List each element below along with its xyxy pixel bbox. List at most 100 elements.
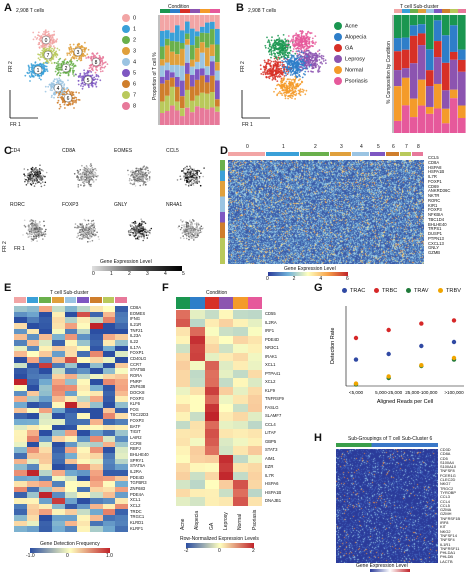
stacked-segment <box>195 79 200 96</box>
heatmap-cell <box>90 447 103 453</box>
heatmap-cell <box>52 475 65 482</box>
stacked-segment <box>175 54 180 65</box>
heatmap-cell <box>115 486 128 493</box>
colorbar-tick: 1 <box>110 271 113 277</box>
heatmap-cell <box>247 386 262 396</box>
gene-label: STAT3 <box>265 447 278 453</box>
heatmap-cell <box>26 362 40 369</box>
heatmap-cell <box>115 373 128 380</box>
heatmap-cell <box>52 503 65 510</box>
heatmap-cell <box>90 317 103 323</box>
heatmap-cell <box>90 356 103 363</box>
heatmap-cell <box>90 385 103 391</box>
heatmap-cell <box>190 378 205 387</box>
stacked-segment <box>450 51 458 60</box>
heatmap-cell <box>233 327 248 336</box>
heatmap-cell <box>52 492 65 499</box>
gene-label: TNFSF14 <box>440 532 457 538</box>
heatmap-cell <box>39 311 52 318</box>
svg-text:5: 5 <box>87 78 90 84</box>
heatmap-cell <box>90 413 103 419</box>
heatmap-cell <box>39 424 52 431</box>
stacked-segment <box>210 75 215 93</box>
gene-label: TYROBP <box>440 489 456 495</box>
heatmap-cell <box>115 481 128 487</box>
heatmap-cell <box>218 446 234 455</box>
heatmap-cell <box>190 429 205 438</box>
heatmap-cell <box>190 480 205 489</box>
heatmap-cell <box>247 429 262 438</box>
gene-label: NFKBIA <box>428 212 444 217</box>
heatmap-cell <box>204 480 219 489</box>
heatmap-cell <box>115 413 128 419</box>
feature-plot-cd4: CD4 <box>10 148 60 198</box>
heatmap-cell <box>115 322 128 329</box>
heatmap-cell <box>52 469 65 476</box>
panel-f-gene-list: CD55 IL2RA IRF1 PDE4D NR3C1 IRAK1 XCL1 PTPA41 XC… <box>265 310 309 506</box>
heatmap-cell <box>64 486 78 493</box>
heatmap-cell <box>204 327 219 336</box>
condition-header-cell <box>185 9 190 13</box>
cluster-header-cell <box>450 9 458 13</box>
heatmap-cell <box>102 469 116 476</box>
heatmap-cell <box>14 402 27 408</box>
point-trac <box>353 357 359 362</box>
heatmap-cell <box>247 378 262 387</box>
gene-label: FOXP3 <box>130 418 144 424</box>
heatmap-cell <box>77 458 90 465</box>
heatmap-cell <box>39 481 52 487</box>
heatmap-cell <box>218 352 234 362</box>
cluster-header-cell <box>402 9 410 13</box>
heatmap-cell <box>204 378 219 387</box>
cluster-swatch <box>122 47 130 55</box>
heatmap-cell <box>115 334 128 340</box>
heatmap-cell <box>115 345 128 352</box>
condition-swatch <box>334 44 342 52</box>
heatmap-cell <box>115 435 128 442</box>
condition-header-cell <box>176 297 191 309</box>
heatmap-cell <box>176 480 191 489</box>
heatmap-cell <box>204 429 219 438</box>
x-tick-label: <5,000 <box>349 390 364 395</box>
gene-label: IL21R <box>130 321 142 327</box>
stacked-segment <box>402 15 410 38</box>
gene-label: IRF8 <box>440 520 449 526</box>
heatmap-cell <box>14 475 27 482</box>
cluster-badge <box>91 57 101 67</box>
cluster-header-cell <box>64 297 77 303</box>
heatmap-cell <box>115 368 128 374</box>
panel-a-bar-title: Condition <box>168 4 190 10</box>
heatmap-cell <box>39 390 52 397</box>
stacked-segment <box>434 57 442 84</box>
cluster-badge <box>33 65 43 75</box>
condition-legend-item: Psoriasis <box>334 77 384 88</box>
heatmap-cell <box>64 492 78 499</box>
stacked-segment <box>180 80 185 97</box>
stacked-segment <box>205 47 210 67</box>
heatmap-cell <box>26 452 40 459</box>
cluster-header-cell <box>418 9 426 13</box>
heatmap-cell <box>26 441 40 448</box>
cluster-label: 5 <box>377 144 380 150</box>
gene-label: DUSP1 <box>428 231 442 236</box>
panel-a-stacked-bars <box>158 9 220 125</box>
point-trbc <box>419 321 424 326</box>
heatmap-cell <box>39 356 52 363</box>
stacked-segment <box>160 65 165 77</box>
stacked-segment <box>180 108 185 117</box>
gene-label: NKTR <box>428 193 440 198</box>
heatmap-cell <box>90 469 103 476</box>
cluster-badge <box>63 93 73 103</box>
stacked-segment <box>402 105 410 133</box>
cluster-badge <box>43 50 53 60</box>
stacked-segment <box>175 101 180 111</box>
heatmap-cell <box>102 435 116 442</box>
heatmap-cell <box>190 344 205 353</box>
panel-b-bar-title: T cell Sub-cluster <box>400 4 439 10</box>
heatmap-cell <box>102 503 116 510</box>
panel-b-axis-arrow-fr2: FR 2 <box>240 61 246 72</box>
condition-header-cell <box>190 9 195 13</box>
heatmap-cell <box>233 386 248 396</box>
gene-label: CCR8 <box>130 440 142 446</box>
heatmap-cell <box>14 385 27 391</box>
